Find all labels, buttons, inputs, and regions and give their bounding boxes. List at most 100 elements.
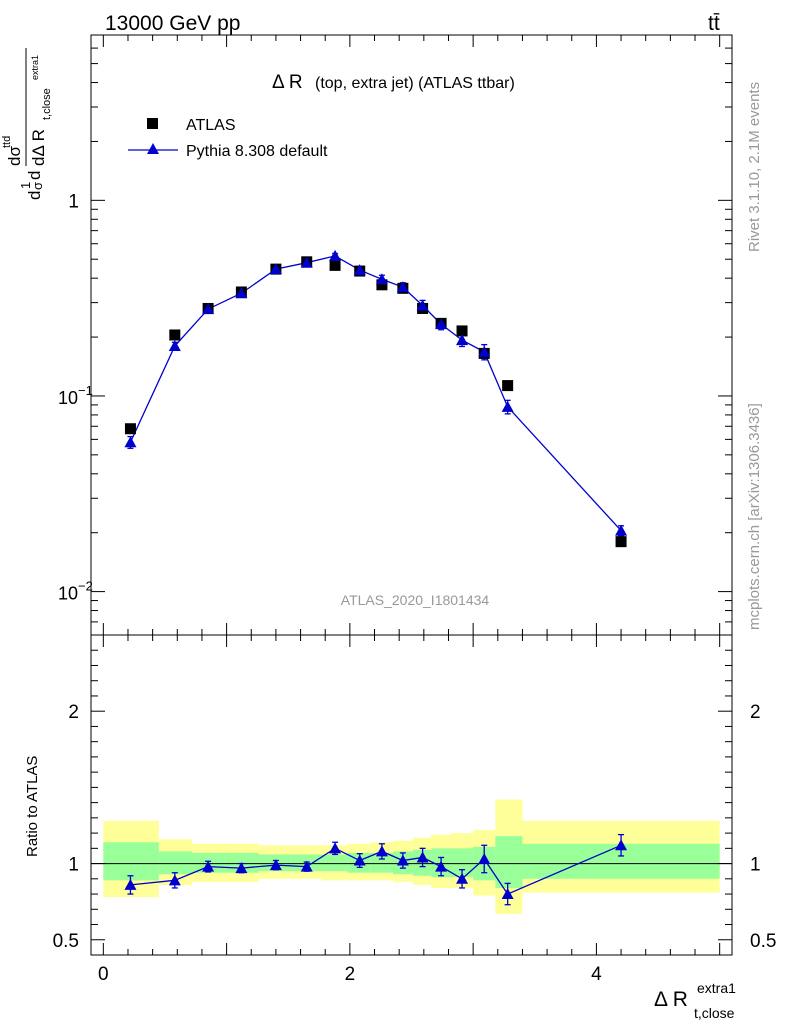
ratio-data-point	[353, 854, 366, 866]
svg-text:dσ: dσ	[5, 146, 24, 166]
ratio-data-point	[396, 854, 409, 866]
ratio-data-point	[202, 860, 215, 872]
green-band	[321, 854, 348, 872]
svg-text:dΔ R: dΔ R	[29, 129, 48, 166]
ratio-data-point	[435, 860, 448, 872]
ratio-y-tick-label-right: 0.5	[750, 931, 776, 952]
pythia-data-point	[396, 281, 409, 293]
green-band	[495, 836, 523, 888]
ratio-panel: 0.5 0.5 1 1 2 2 0 2 4 Ratio to ATLAS Δ R t,close…	[24, 634, 777, 1021]
ratio-data-point	[329, 842, 342, 854]
pythia-data-point	[416, 299, 429, 311]
ratio-data-point	[300, 860, 313, 872]
ratio-axis-ticks	[91, 635, 732, 955]
ratio-data-point	[375, 845, 388, 857]
green-band	[103, 842, 159, 881]
atlas-data-point	[502, 380, 514, 392]
pythia-data-point	[235, 287, 248, 299]
ratio-data-point	[501, 888, 514, 900]
ratio-data-point	[269, 859, 282, 871]
green-band	[450, 848, 474, 878]
pythia-data-point	[435, 318, 448, 330]
ratio-y-tick-label-left: 0.5	[53, 931, 79, 952]
pythia-data-point	[353, 264, 366, 276]
y-tick-label: 10 −1	[58, 383, 93, 408]
main-y-axis-label: d 1 σ d dσ ttd dΔ R t,close extra1	[1, 48, 53, 200]
ratio-y-axis-label: Ratio to ATLAS	[24, 756, 41, 857]
svg-text:extra1: extra1	[697, 980, 736, 996]
main-axis-ticks	[91, 34, 732, 636]
svg-text:σ: σ	[30, 182, 45, 190]
ratio-y-tick-label-right: 2	[750, 702, 761, 723]
legend-pythia-label: Pythia 8.308 default	[186, 143, 328, 160]
ratio-data-point	[168, 874, 181, 886]
atlas-data-point	[456, 325, 468, 337]
legend-atlas-marker	[147, 118, 158, 129]
pythia-data-point	[202, 303, 215, 315]
rivet-label: Rivet 3.1.10, 2.1M events	[746, 82, 763, 252]
svg-text:t,close: t,close	[41, 88, 53, 120]
uncertainty-bands	[103, 799, 720, 914]
ratio-y-tick-label-left: 1	[68, 855, 79, 876]
ratio-line	[130, 844, 622, 895]
y-tick-exponent: −1	[78, 383, 93, 398]
ratio-frame	[90, 634, 733, 956]
svg-text:ttd: ttd	[1, 136, 13, 148]
atlas-data-point	[169, 329, 181, 341]
green-band	[370, 852, 394, 873]
pythia-data-point	[456, 334, 469, 346]
ratio-data-point	[456, 872, 469, 884]
y-tick-mantissa: 10	[58, 584, 78, 604]
atlas-data-point	[124, 423, 136, 435]
ratio-tick-labels: 0.5 0.5 1 1 2 2 0 2 4	[53, 702, 777, 985]
pythia-data-point	[269, 263, 282, 275]
pythia-data-point	[375, 273, 388, 285]
ratio-data-point	[416, 851, 429, 863]
y-tick-label: 10 −2	[58, 579, 93, 604]
ratio-data-point	[124, 878, 137, 890]
svg-text:extra1: extra1	[30, 55, 40, 80]
ratio-series	[124, 833, 628, 906]
y-tick-mantissa: 10	[58, 388, 78, 408]
legend-pythia-marker	[147, 143, 159, 154]
ratio-y-tick-label-left: 2	[68, 702, 79, 723]
x-axis-label: Δ R t,close extra1	[654, 980, 736, 1021]
legend: ATLAS Pythia 8.308 default	[128, 117, 328, 160]
main-series	[124, 249, 628, 548]
ratio-data-point	[615, 839, 628, 851]
atlas-data-point	[615, 536, 627, 548]
pythia-data-point	[329, 249, 342, 261]
legend-atlas-label: ATLAS	[186, 117, 236, 134]
svg-text:d: d	[25, 191, 44, 200]
svg-text:Δ R: Δ R	[654, 988, 688, 1011]
green-band	[158, 851, 193, 875]
analysis-watermark: ATLAS_2020_I1801434	[341, 592, 490, 608]
svg-text:(top, extra jet) (ATLAS ttbar): (top, extra jet) (ATLAS ttbar)	[315, 75, 515, 92]
x-tick-label: 0	[98, 964, 109, 985]
y-tick-label: 1	[68, 191, 79, 212]
main-y-tick-labels: 110−110−2	[58, 191, 93, 603]
process-label: tt̄	[708, 12, 720, 35]
pythia-data-point	[615, 524, 628, 536]
svg-text:t,close: t,close	[694, 1005, 735, 1021]
ratio-data-point	[478, 853, 491, 864]
chart-title: Δ R (top, extra jet) (ATLAS ttbar)	[272, 72, 515, 93]
energy-label: 13000 GeV pp	[105, 12, 240, 35]
pythia-data-point	[124, 436, 137, 448]
main-panel: Δ R (top, extra jet) (ATLAS ttbar) ATLAS…	[58, 34, 733, 636]
y-tick-exponent: −2	[78, 579, 93, 594]
atlas-data-point	[329, 259, 341, 271]
ratio-y-tick-label-right: 1	[750, 855, 761, 876]
svg-text:1: 1	[18, 182, 33, 189]
pythia-data-point	[168, 340, 181, 352]
pythia-line	[129, 255, 622, 532]
x-tick-label: 4	[591, 964, 602, 985]
pythia-data-point	[300, 256, 313, 268]
y-tick-mantissa: 1	[68, 191, 79, 212]
atlas-data-point	[376, 279, 388, 291]
x-tick-label: 2	[345, 964, 356, 985]
ratio-data-point	[235, 862, 248, 874]
source-label: mcplots.cern.ch [arXiv:1306.3436]	[746, 403, 763, 630]
svg-text:Δ R: Δ R	[272, 72, 303, 93]
